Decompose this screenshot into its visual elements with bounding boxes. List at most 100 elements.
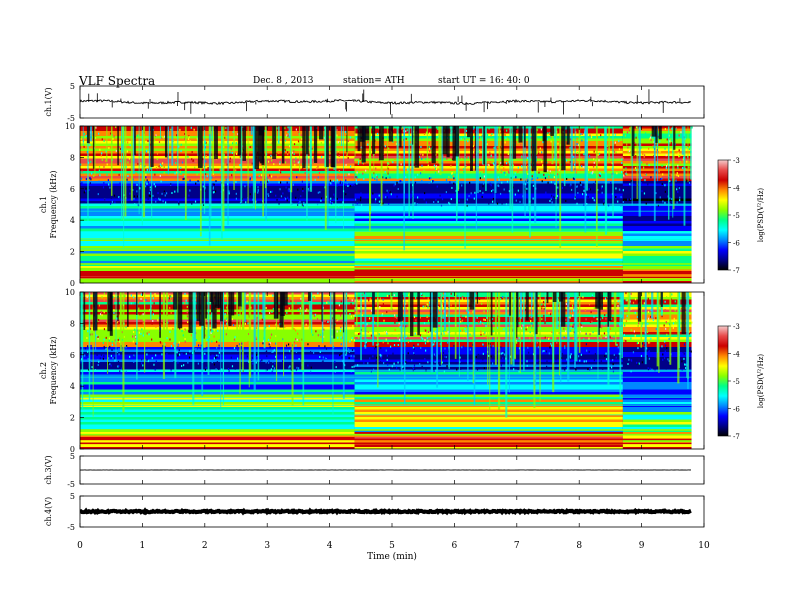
spectrogram-band: [354, 231, 623, 234]
spectrogram-speck: [248, 138, 250, 141]
spectrogram-speck: [142, 334, 144, 337]
spectrogram-speck: [270, 298, 272, 301]
spectrogram-speck: [98, 304, 101, 307]
spectrogram-speck: [255, 361, 257, 364]
spectrogram-speck: [627, 150, 629, 153]
spectrogram-speck: [121, 331, 123, 334]
y-tick-label: 6: [70, 185, 75, 194]
spectrogram-speck: [224, 356, 227, 359]
spectrogram-speck: [662, 353, 664, 356]
spectrogram-speck: [585, 360, 587, 363]
spectrogram-speck: [130, 302, 132, 305]
spectrogram-speck: [515, 199, 517, 202]
spectrogram-band: [80, 208, 355, 212]
spectrogram-speck: [113, 309, 115, 312]
spectrogram-speck: [175, 320, 177, 323]
spectrogram-speck: [206, 338, 208, 341]
spectrogram-speck: [597, 340, 600, 343]
spectrogram-speck: [380, 361, 382, 364]
spectrogram-speck: [479, 172, 482, 175]
spectrogram-speck: [476, 351, 478, 354]
spectrogram-dark-gap: [117, 126, 119, 166]
spectrogram-speck: [691, 126, 693, 129]
spectrogram-speck: [502, 171, 505, 174]
spectrogram-speck: [681, 368, 683, 371]
spectrogram-speck: [248, 127, 250, 130]
spectrogram-speck: [345, 193, 347, 196]
spectrogram-speck: [531, 177, 534, 180]
spectrogram-speck: [633, 141, 636, 144]
spectrogram-speck: [284, 127, 286, 130]
spectrogram-speck: [144, 185, 147, 188]
spectrogram-speck: [600, 326, 603, 329]
spectrogram-speck: [579, 134, 581, 137]
spectrogram-speck: [522, 324, 524, 327]
spectrogram-speck: [371, 321, 373, 324]
sferic-streak: [87, 126, 89, 221]
spectrogram-speck: [101, 152, 103, 155]
spectrogram-speck: [399, 155, 401, 158]
spectrogram-speck: [339, 182, 341, 185]
spectrogram-speck: [650, 134, 652, 137]
spectrogram-speck: [102, 186, 105, 189]
spectrogram-band: [80, 163, 355, 167]
spectrogram-speck: [444, 355, 446, 358]
spectrogram-speck: [339, 180, 342, 183]
spectrogram-dark-gap: [228, 292, 232, 326]
spectrogram-band: [80, 439, 355, 443]
spectrogram-speck: [285, 186, 287, 189]
spectrogram-speck: [313, 296, 315, 299]
spectrogram-speck: [317, 165, 319, 168]
sferic-streak: [212, 126, 214, 174]
spectrogram-speck: [664, 340, 666, 343]
spectrogram-speck: [319, 350, 321, 353]
spectrogram-speck: [319, 293, 322, 296]
spectrogram-speck: [349, 340, 351, 343]
spectrogram-speck: [497, 146, 499, 149]
spectrogram-speck: [405, 361, 407, 364]
spectrogram-speck: [648, 292, 650, 295]
spectrogram-speck: [472, 127, 474, 130]
spectrogram-speck: [542, 164, 544, 167]
spectrogram-speck: [151, 366, 153, 369]
spectrogram-speck: [119, 324, 121, 327]
spectrogram-speck: [620, 196, 622, 199]
spectrogram-speck: [140, 297, 142, 300]
spectrogram-speck: [294, 329, 297, 332]
spectrogram-speck: [224, 313, 226, 316]
spectrogram-speck: [440, 204, 443, 207]
spectrogram-speck: [643, 354, 645, 357]
spectrogram-speck: [490, 134, 492, 137]
spectrogram-speck: [261, 318, 263, 321]
spectrogram-speck: [169, 171, 172, 174]
spectrogram-speck: [296, 338, 298, 341]
spectrogram-speck: [333, 181, 335, 184]
narrowband-line: [80, 248, 692, 250]
spectrogram-speck: [135, 342, 137, 345]
spectrogram-speck: [652, 319, 654, 322]
spectrogram-speck: [85, 190, 87, 193]
spectrogram-speck: [149, 327, 151, 330]
spectrogram-speck: [295, 369, 297, 372]
spectrogram-band: [354, 332, 623, 335]
spectrogram-speck: [161, 164, 163, 167]
spectrogram-speck: [550, 344, 553, 347]
spectrogram-speck: [384, 170, 386, 173]
spectrogram-speck: [184, 175, 186, 178]
spectrogram-speck: [445, 191, 447, 194]
spectrogram-speck: [570, 353, 572, 356]
spectrogram-speck: [240, 367, 242, 370]
sferic-streak: [136, 292, 138, 380]
spectrogram-speck: [164, 194, 166, 197]
spectrogram-speck: [481, 292, 483, 295]
spectrogram-speck: [459, 329, 461, 332]
spectrogram-speck: [680, 131, 682, 134]
spectrogram-speck: [125, 346, 127, 349]
spectrogram-speck: [683, 357, 685, 360]
sferic-streak: [498, 126, 501, 174]
spectrogram-speck: [180, 366, 182, 369]
spectrogram-speck: [563, 327, 565, 330]
spectrogram-speck: [612, 302, 614, 305]
spectrogram-speck: [104, 310, 106, 313]
spectrogram-speck: [352, 151, 354, 154]
